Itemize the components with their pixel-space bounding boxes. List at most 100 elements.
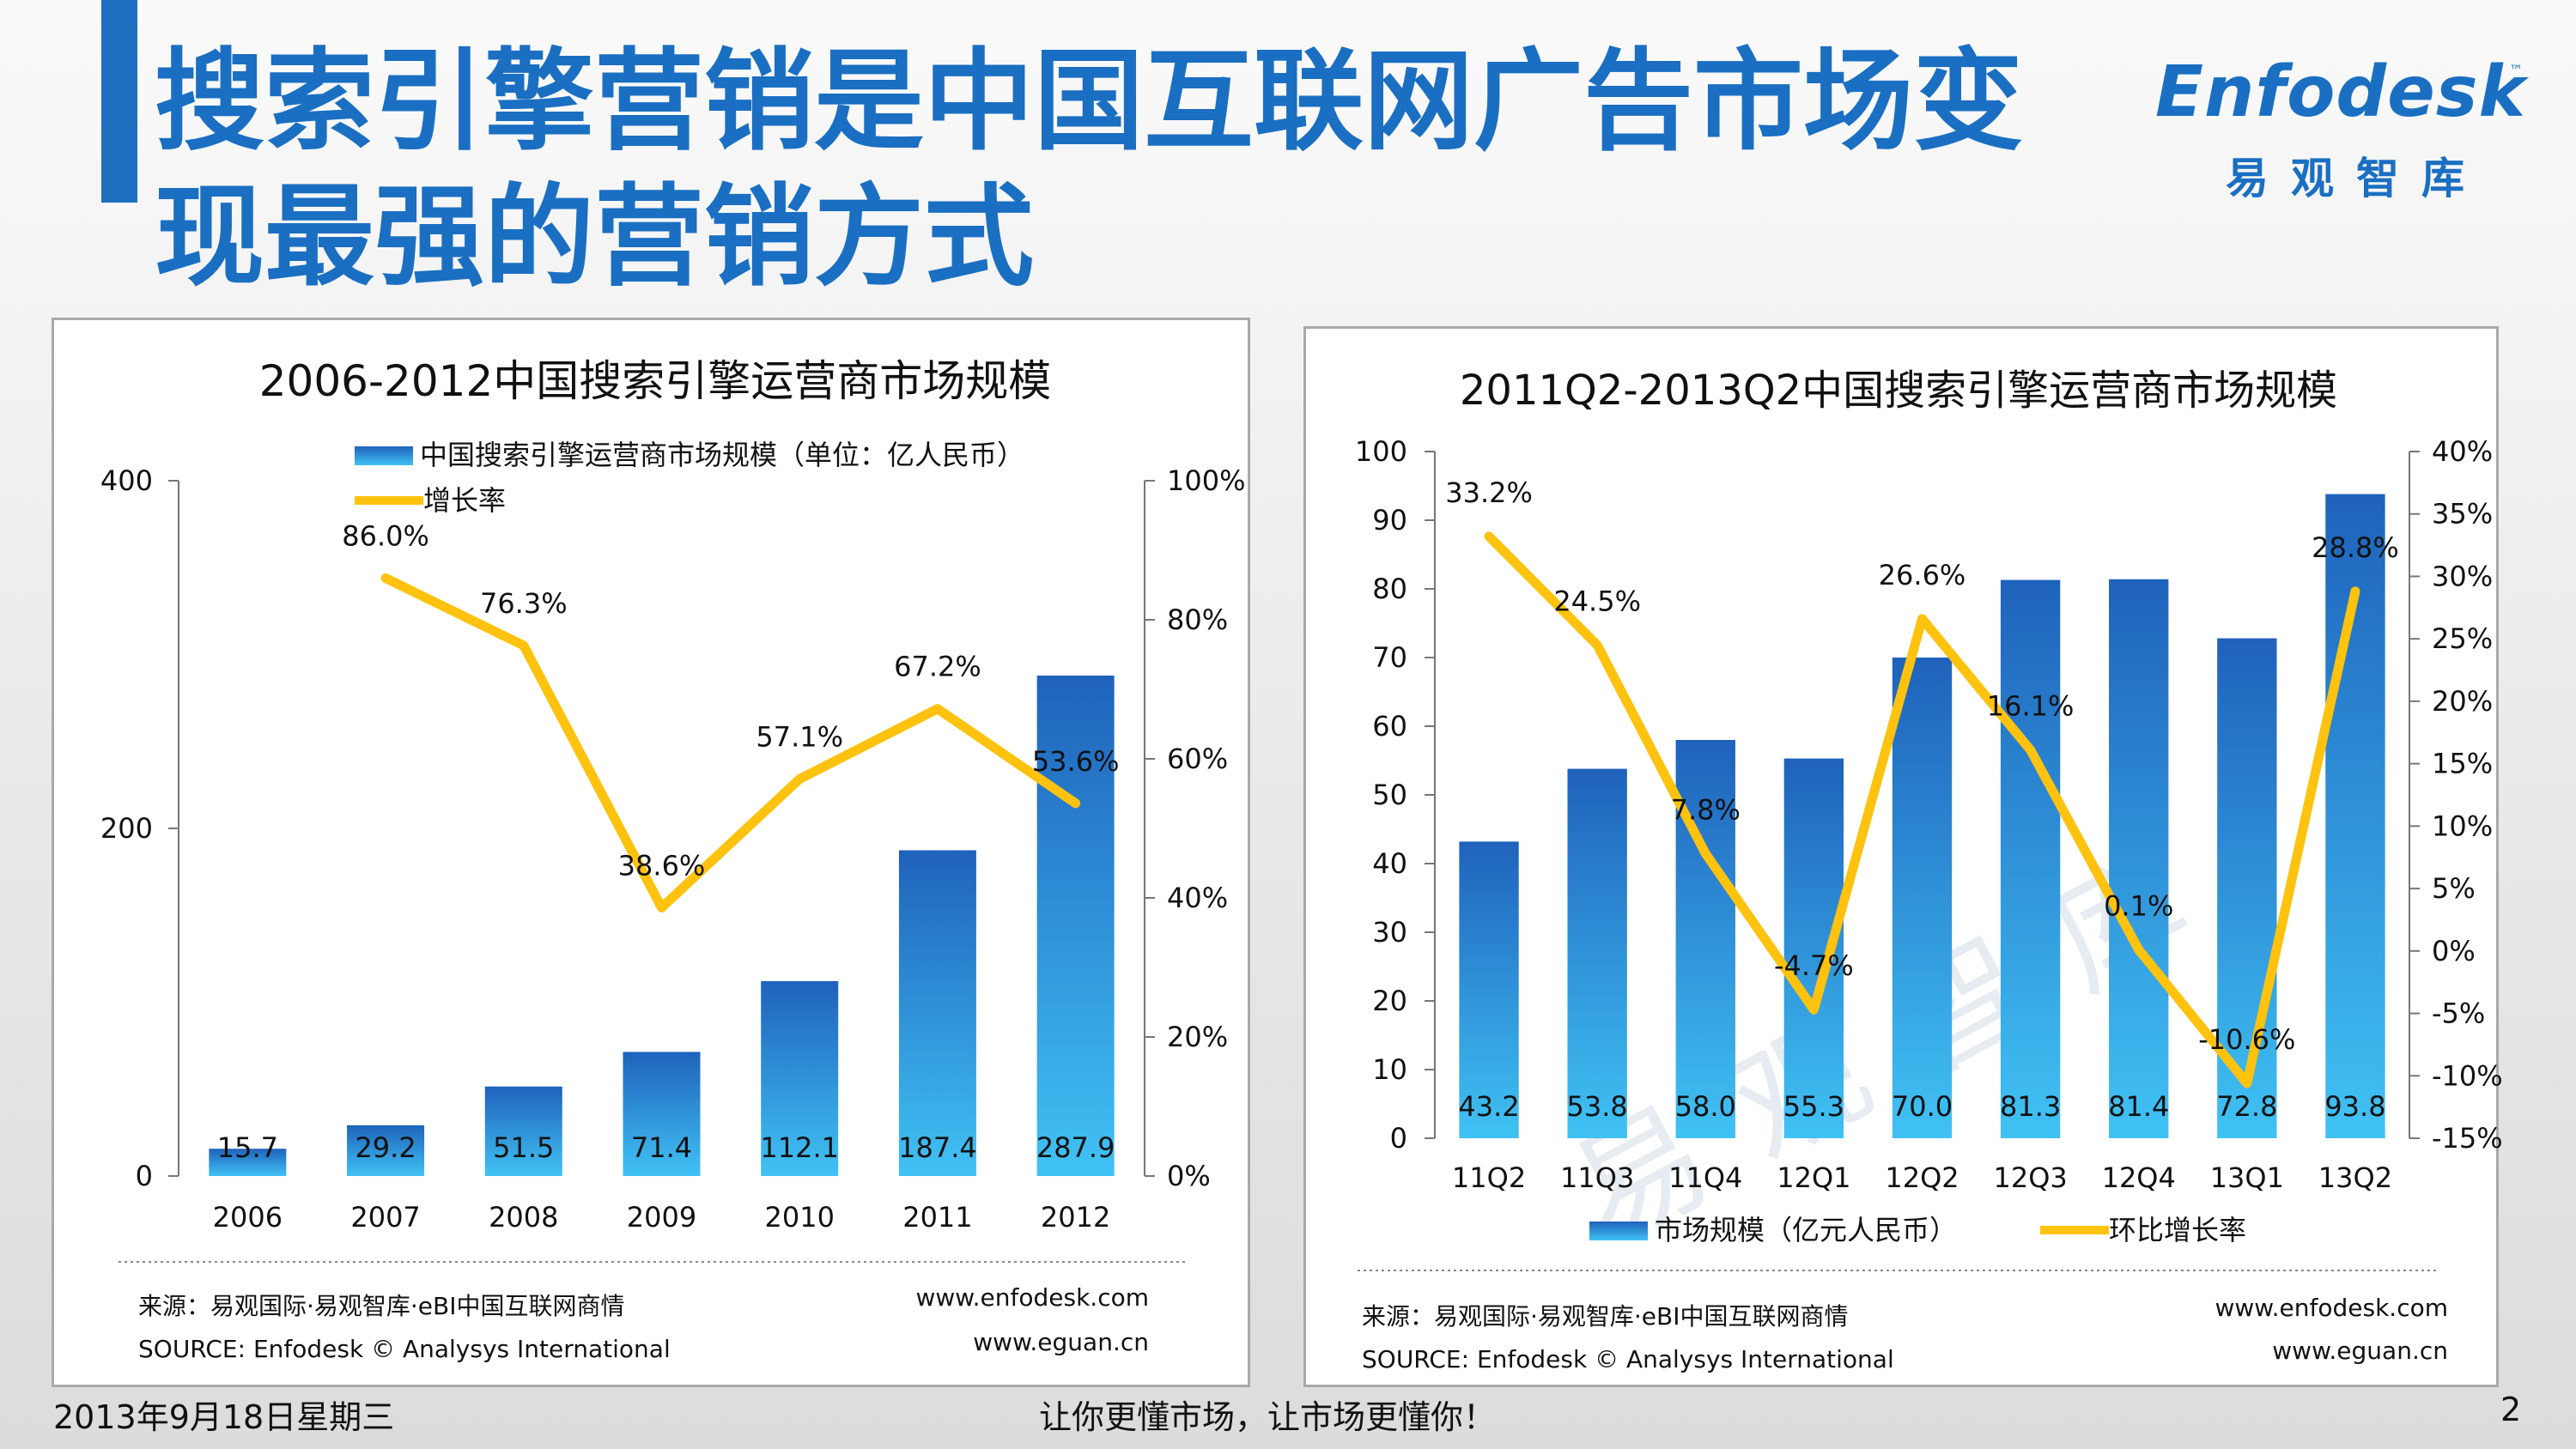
- bar-12Q2: [1892, 658, 1953, 1138]
- growth-rate-point: [935, 706, 939, 711]
- bar-value-label: 112.1: [760, 1131, 839, 1164]
- website-eguan: www.eguan.cn: [2272, 1337, 2448, 1365]
- growth-rate-label: 57.1%: [756, 720, 843, 753]
- right-tick-label: 25%: [2432, 622, 2493, 655]
- growth-rate-point: [659, 906, 664, 910]
- category-label: 2007: [350, 1201, 420, 1234]
- legend-bar-label: 市场规模（亿元人民币）: [1655, 1214, 1957, 1246]
- right-tick-label: 100%: [1167, 464, 1245, 497]
- growth-rate-point: [798, 777, 802, 781]
- right-tick-label: 60%: [1167, 743, 1228, 775]
- bar-2009: [623, 1052, 701, 1176]
- website-eguan: www.eguan.cn: [973, 1328, 1149, 1356]
- left-tick-label: 20: [1372, 985, 1407, 1017]
- slide-title-line2: 现最强的营销方式: [155, 173, 1035, 301]
- chart-title: 2006-2012中国搜索引擎运营商市场规模: [259, 356, 1052, 406]
- bar-2008: [484, 1086, 562, 1176]
- left-tick-label: 50: [1372, 779, 1407, 811]
- left-tick-label: 400: [100, 464, 153, 497]
- right-tick-label: 10%: [2432, 809, 2493, 842]
- right-tick-label: 15%: [2432, 748, 2493, 780]
- left-tick-label: 30: [1372, 916, 1407, 949]
- legend-bar-swatch: [355, 446, 413, 465]
- slide-title-line1: 搜索引擎营销是中国互联网广告市场变: [155, 38, 2024, 166]
- growth-rate-point: [2028, 748, 2032, 752]
- growth-rate-label: 28.8%: [2312, 531, 2399, 564]
- website-enfodesk: www.enfodesk.com: [2215, 1294, 2449, 1322]
- bar-value-label: 51.5: [493, 1131, 554, 1164]
- bar-value-label: 187.4: [898, 1131, 977, 1164]
- growth-rate-point: [1704, 852, 1708, 856]
- right-tick-label: 35%: [2432, 498, 2493, 530]
- bar-value-label: 71.4: [631, 1131, 692, 1164]
- bar-value-label: 15.7: [217, 1131, 278, 1164]
- growth-rate-label: 76.3%: [480, 587, 568, 620]
- legend-bar-label: 中国搜索引擎运营商市场规模（单位：亿人民币）: [420, 439, 1024, 471]
- bar-value-label: 55.3: [1783, 1090, 1844, 1123]
- right-tick-label: 40%: [2432, 435, 2493, 468]
- bar-value-label: 29.2: [355, 1131, 416, 1164]
- left-tick-label: 40: [1372, 847, 1407, 880]
- chart-title: 2011Q2-2013Q2中国搜索引擎运营商市场规模: [1460, 367, 2337, 415]
- bar-value-label: 58.0: [1675, 1090, 1736, 1123]
- right-tick-label: -10%: [2432, 1059, 2503, 1092]
- source-line-cn: 来源：易观国际·易观智库·eBI中国互联网商情: [138, 1292, 625, 1320]
- category-label: 2011: [902, 1201, 972, 1234]
- website-enfodesk: www.enfodesk.com: [916, 1283, 1150, 1312]
- category-label: 13Q1: [2210, 1161, 2284, 1194]
- growth-rate-label: 67.2%: [894, 651, 981, 683]
- category-label: 13Q2: [2318, 1161, 2392, 1194]
- quarterly-market-chart: 易观智库2011Q2-2013Q2中国搜索引擎运营商市场规模0102030405…: [1355, 367, 2503, 1373]
- category-label: 11Q3: [1560, 1161, 1634, 1194]
- bar-11Q3: [1567, 768, 1627, 1138]
- growth-rate-point: [1595, 643, 1600, 647]
- bar-2006: [209, 1149, 287, 1176]
- growth-rate-label: 16.1%: [1987, 690, 2075, 723]
- growth-rate-label: 33.2%: [1445, 476, 1533, 509]
- category-label: 11Q4: [1668, 1161, 1742, 1194]
- growth-rate-point: [2136, 948, 2141, 952]
- source-line-cn: 来源：易观国际·易观智库·eBI中国互联网商情: [1362, 1302, 1849, 1331]
- growth-rate-point: [1073, 801, 1078, 805]
- growth-rate-label: 38.6%: [618, 849, 706, 882]
- bar-2007: [347, 1125, 425, 1176]
- chart-panel-quarterly: 易观智库2011Q2-2013Q2中国搜索引擎运营商市场规模0102030405…: [1303, 326, 2503, 1387]
- right-tick-label: 80%: [1167, 603, 1228, 636]
- growth-rate-point: [384, 576, 388, 580]
- enfodesk-logo: Enfodesk ™ 易观智库: [2155, 52, 2527, 215]
- left-tick-label: 0: [1390, 1122, 1407, 1155]
- bar-value-label: 81.4: [2108, 1090, 2169, 1123]
- right-tick-label: 20%: [1167, 1021, 1228, 1053]
- growth-rate-point: [1487, 534, 1492, 538]
- growth-rate-label: 26.6%: [1879, 559, 1966, 591]
- right-tick-label: 40%: [1167, 882, 1228, 914]
- category-label: 2006: [213, 1201, 283, 1234]
- category-label: 11Q2: [1452, 1161, 1526, 1194]
- bar-value-label: 70.0: [1892, 1090, 1953, 1123]
- annual-market-chart: 2006-2012中国搜索引擎运营商市场规模 0 200 400 0% 20% 40% 60%…: [100, 356, 1246, 1363]
- legend-line-label: 增长率: [423, 484, 506, 517]
- legend-bar-swatch: [1589, 1222, 1648, 1240]
- left-tick-label: 70: [1372, 641, 1407, 674]
- growth-rate-point: [2353, 589, 2357, 593]
- category-label: 2008: [489, 1201, 558, 1234]
- left-tick-label: 60: [1372, 710, 1407, 743]
- category-label: 12Q4: [2102, 1161, 2176, 1194]
- left-tick-label: 10: [1372, 1053, 1407, 1086]
- legend-line-label: 环比增长率: [2109, 1214, 2246, 1246]
- bar-value-label: 43.2: [1458, 1090, 1519, 1123]
- source-line-en: SOURCE: Enfodesk © Analysys Internationa…: [138, 1335, 671, 1363]
- logo-chinese-name: 易观智库: [2226, 154, 2487, 203]
- logo-wordmark: Enfodesk: [2155, 52, 2527, 133]
- bar-value-label: 287.9: [1036, 1131, 1115, 1164]
- bar-value-label: 93.8: [2324, 1090, 2385, 1123]
- bar-12Q4: [2109, 579, 2169, 1138]
- bar-value-label: 53.8: [1567, 1090, 1628, 1123]
- growth-rate-label: 86.0%: [342, 519, 429, 552]
- left-tick-label: 0: [136, 1160, 153, 1192]
- right-tick-label: 0%: [2432, 935, 2476, 967]
- page-number: 2: [2500, 1391, 2522, 1428]
- bar-value-label: 81.3: [2000, 1090, 2061, 1123]
- right-tick-label: -5%: [2432, 997, 2485, 1030]
- bar-2011: [898, 850, 976, 1176]
